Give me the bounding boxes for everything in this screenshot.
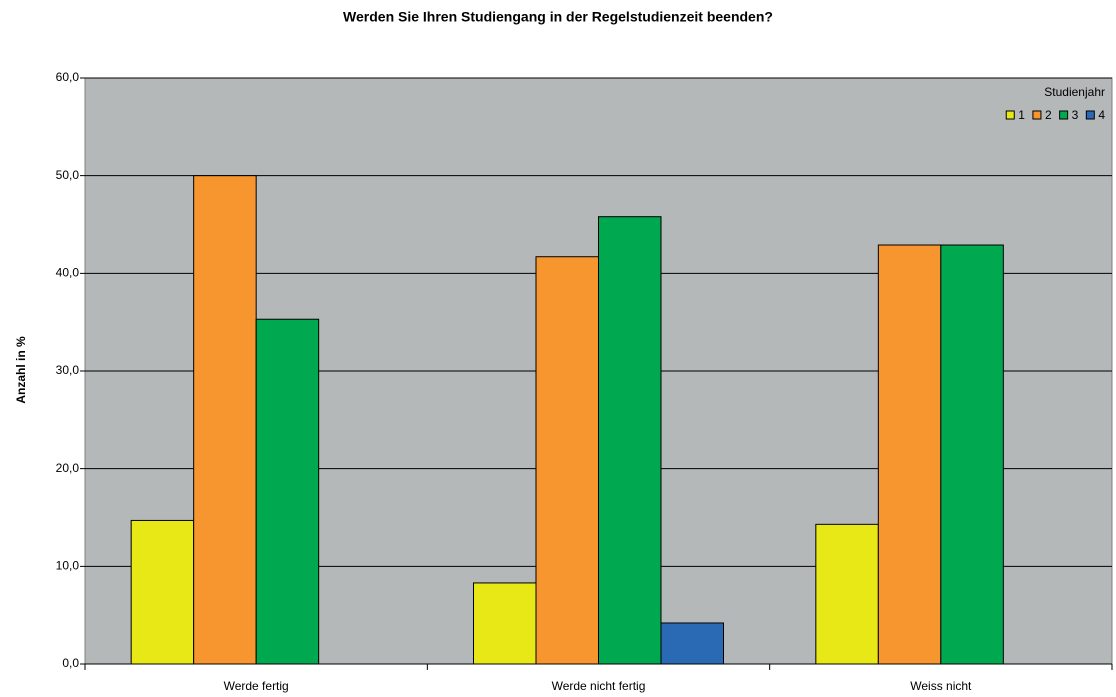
bar <box>660 622 724 665</box>
bar <box>877 244 942 665</box>
legend-label: 4 <box>1098 108 1105 122</box>
y-tick-label: 60,0 <box>56 70 80 84</box>
legend-swatch <box>1005 110 1015 120</box>
bar <box>130 519 195 665</box>
legend-swatch <box>1059 110 1069 120</box>
y-tick-label: 10,0 <box>56 559 80 573</box>
x-tick-label: Weiss nicht <box>910 679 972 693</box>
legend-swatch <box>1032 110 1042 120</box>
legend-label: 2 <box>1045 108 1052 122</box>
y-axis-label: Anzahl in % <box>14 336 28 404</box>
legend-label: 3 <box>1072 108 1079 122</box>
y-tick-label: 20,0 <box>56 461 80 475</box>
bar <box>193 175 257 665</box>
bar <box>535 256 599 665</box>
y-tick-label: 50,0 <box>56 168 80 182</box>
x-tick-label: Werde nicht fertig <box>552 679 646 693</box>
bar <box>473 582 537 665</box>
y-tick-label: 0,0 <box>62 656 79 670</box>
chart-title: Werden Sie Ihren Studiengang in der Rege… <box>343 9 773 25</box>
y-tick-label: 30,0 <box>56 363 80 377</box>
legend-swatch <box>1085 110 1095 120</box>
bar <box>815 523 879 665</box>
legend-label: 1 <box>1018 108 1025 122</box>
legend-title: Studienjahr <box>1044 85 1105 99</box>
bar <box>598 216 662 665</box>
bar <box>255 318 320 665</box>
x-tick-label: Werde fertig <box>224 679 289 693</box>
bar <box>940 244 1004 665</box>
y-tick-label: 40,0 <box>56 266 80 280</box>
